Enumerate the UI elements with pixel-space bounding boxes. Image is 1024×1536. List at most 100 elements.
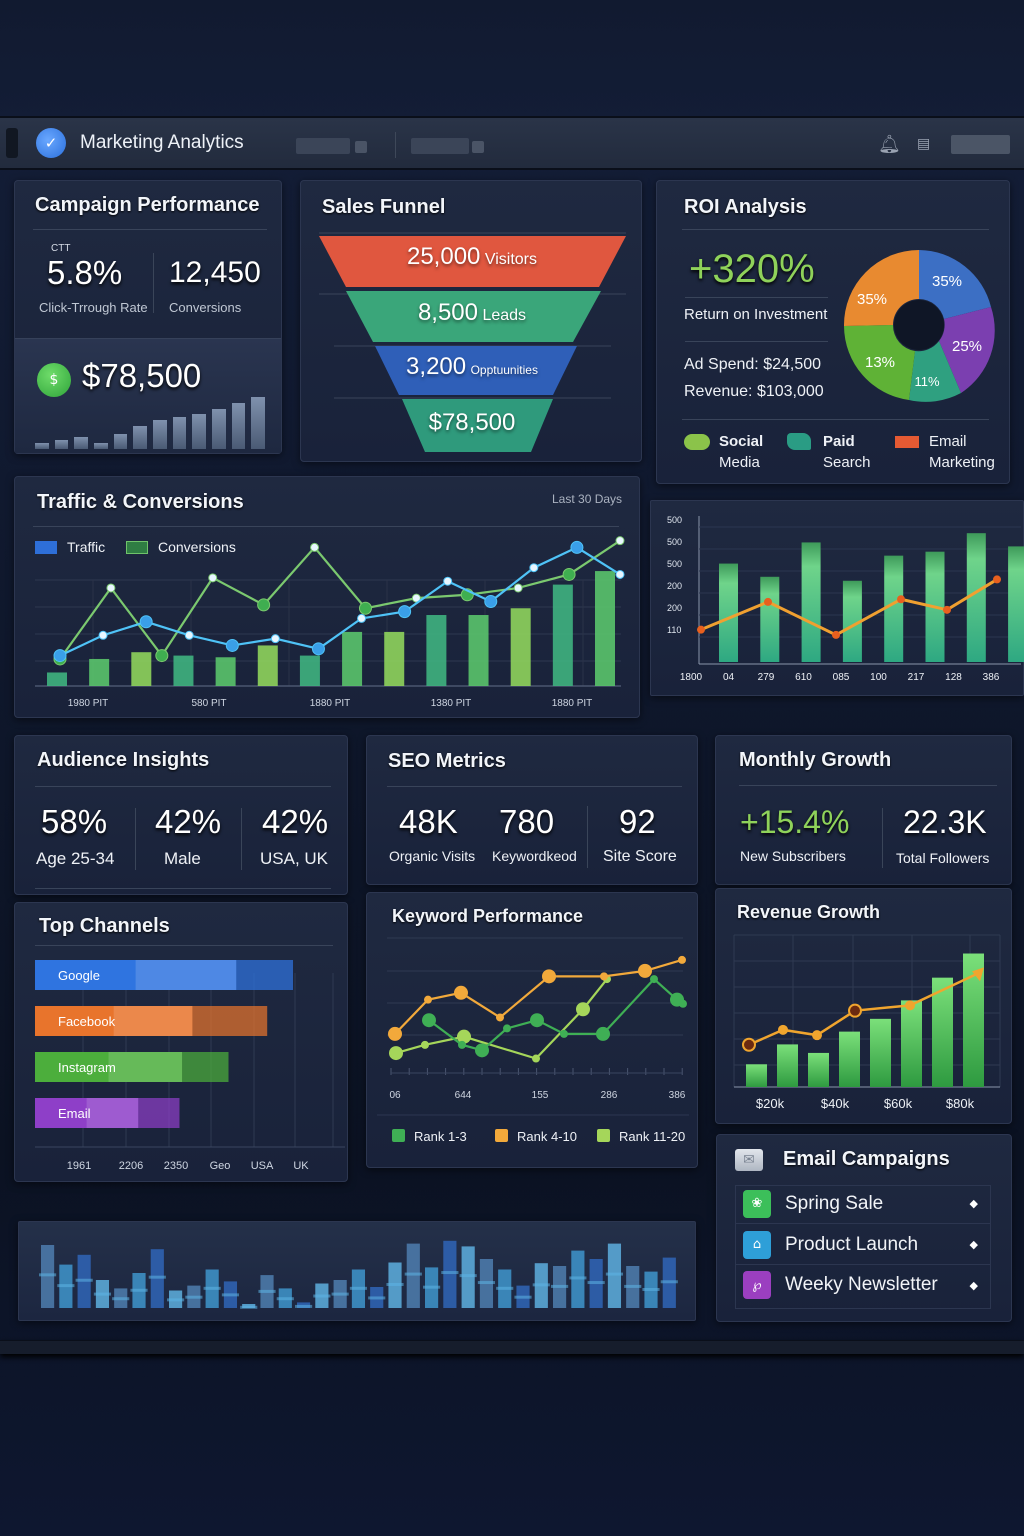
card-title: Revenue Growth	[737, 902, 881, 922]
activity-bar	[406, 1243, 420, 1308]
revenue-bar	[901, 1000, 922, 1087]
funnel-stage-opportunities[interactable]	[375, 346, 577, 395]
card-title: Audience Insights	[37, 749, 210, 771]
rank-1-3-point	[560, 1029, 568, 1038]
activity-bar-marker	[459, 1274, 477, 1278]
rank-1-3-point	[458, 1040, 466, 1049]
revenue-bar	[808, 1052, 829, 1087]
campaign-action-icon[interactable]: ◆	[969, 1197, 978, 1210]
nav-placeholder-2-icon	[472, 141, 484, 153]
traffic-point	[484, 595, 498, 608]
donut-hole	[894, 300, 944, 350]
sidebar-toggle[interactable]	[6, 128, 18, 158]
conversions-point	[310, 542, 320, 552]
campaign-action-icon[interactable]: ◆	[969, 1278, 978, 1292]
trend-point	[993, 575, 1001, 584]
chart-bar	[884, 555, 904, 662]
rank-11-20-point	[532, 1054, 540, 1063]
conversions-point	[615, 536, 625, 546]
activity-bar-marker	[587, 1281, 605, 1285]
bell-icon[interactable]: 🔔︎	[878, 134, 901, 155]
channel-bar-highlight	[108, 1052, 183, 1082]
legend-swatch	[597, 1129, 610, 1142]
campaign-item-spring-sale[interactable]: ❀ Spring Sale ◆	[735, 1184, 990, 1224]
revenue-bar	[932, 977, 953, 1087]
legend-conversions[interactable]: Conversions	[158, 539, 236, 555]
rank-4-10-point	[678, 955, 686, 964]
campaign-label: Product Launch	[785, 1233, 919, 1255]
donut-slice-purple[interactable]	[939, 307, 995, 393]
traffic-point	[311, 642, 325, 656]
x-tick-label: 100	[870, 672, 887, 683]
top-channels-chart: Google Facebook Instagram Email 1961 2206 2350…	[35, 960, 345, 1172]
channel-bar-highlight	[113, 1006, 193, 1036]
funnel-stage-leads[interactable]	[346, 291, 601, 342]
funnel-stage-label: 8,500 Leads	[301, 299, 643, 327]
funnel-stage-revenue[interactable]	[402, 399, 553, 452]
stat-value: 42%	[155, 803, 222, 840]
spring-sale-icon: ❀	[743, 1189, 771, 1218]
nav-placeholder-1[interactable]	[296, 138, 350, 154]
newsletter-icon: ℘	[743, 1271, 771, 1299]
traffic-bar	[89, 658, 110, 686]
campaign-action-icon[interactable]: ◆	[969, 1238, 978, 1251]
sparkline-bar	[192, 413, 206, 449]
donut-slice-teal[interactable]	[909, 341, 961, 402]
stat-value: 42%	[262, 803, 329, 840]
funnel-value: 25,000	[406, 243, 481, 270]
card-title: ROI Analysis	[684, 196, 807, 218]
campaign-item-product-launch[interactable]: ⌂ Product Launch ◆	[735, 1225, 990, 1265]
donut-slice-orange[interactable]	[843, 250, 919, 326]
channel-bar-primary	[35, 960, 237, 990]
revenue-bar	[870, 1018, 891, 1087]
legend-label: Email	[929, 433, 967, 450]
traffic-bar	[215, 657, 236, 686]
trend-line	[700, 578, 998, 637]
nav-placeholder-2[interactable]	[411, 138, 469, 154]
roi-donut-chart: 35% 35% 25% 13% 11%	[843, 250, 995, 402]
activity-bar-marker	[423, 1285, 441, 1289]
legend-label: Search	[823, 454, 871, 471]
ctr-value: 5.8%	[47, 254, 123, 291]
sparkline-bar	[35, 442, 49, 449]
rank-4-10-point	[542, 969, 556, 984]
legend-traffic[interactable]: Traffic	[67, 539, 106, 555]
channel-label: Email	[58, 1106, 91, 1121]
traffic-point	[270, 634, 280, 644]
legend-label: Rank 11-20	[619, 1129, 685, 1144]
legend-paid[interactable]: Paid Search	[823, 431, 871, 473]
x-tick-label: UK	[293, 1160, 309, 1172]
divider	[153, 253, 154, 313]
rank-4-10-point	[388, 1026, 402, 1041]
legend-label: Rank 4-10	[517, 1129, 577, 1144]
funnel-stage-visitors[interactable]	[319, 236, 626, 287]
campaign-item-weekly-newsletter[interactable]: ℘ Weeky Newsletter ◆	[735, 1265, 990, 1305]
donut-slice-green[interactable]	[844, 325, 915, 400]
traffic-conversions-card: Traffic & Conversions Last 30 Days Traff…	[14, 476, 640, 718]
envelope-icon: ✉	[735, 1149, 763, 1171]
activity-bar-marker	[477, 1281, 496, 1285]
legend-email[interactable]: Email Marketing	[929, 431, 995, 473]
legend-swatch-social	[684, 434, 710, 450]
roi-analysis-card: ROI Analysis +320% Return on Investment …	[656, 180, 1010, 484]
top-channels-card: Top Channels Google Facebook Instagram Emai…	[14, 902, 348, 1182]
x-tick-label: 085	[833, 672, 850, 683]
activity-bar-marker	[185, 1295, 203, 1299]
activity-bar-marker	[112, 1297, 130, 1301]
chart-bar	[760, 576, 780, 662]
traffic-point	[443, 576, 453, 586]
y-tick-label: 500	[667, 537, 682, 547]
donut-slice-blue[interactable]	[919, 250, 991, 319]
conversions-point	[513, 583, 523, 593]
activity-bar-chart	[39, 1240, 678, 1309]
funnel-chart	[319, 232, 626, 452]
ctr-label: Click-Trrough Rate	[39, 300, 148, 315]
legend-social[interactable]: Social Media	[719, 431, 763, 473]
channel-bar-primary	[35, 1006, 193, 1036]
channel-bar-primary	[35, 1098, 139, 1128]
activity-bar-marker	[349, 1286, 368, 1290]
flag-icon[interactable]: ▤	[917, 136, 931, 152]
bar-line-chart-card: 500 500 500 200 200 110 1800 04 279 610 085 100 217 1…	[650, 500, 1024, 696]
profile-button[interactable]	[951, 135, 1010, 154]
date-range-selector[interactable]: Last 30 Days	[552, 492, 623, 506]
